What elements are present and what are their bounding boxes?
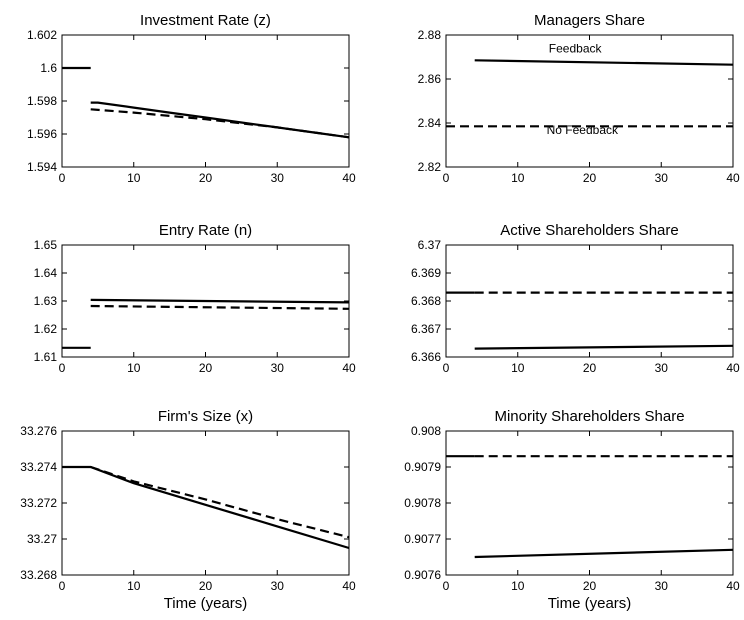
y-tick-label: 1.6 <box>40 61 57 75</box>
x-tick-label: 20 <box>583 361 597 375</box>
y-tick-label: 6.366 <box>411 350 441 364</box>
x-tick-label: 30 <box>271 579 285 593</box>
y-tick-label: 1.594 <box>27 160 57 174</box>
y-tick-label: 1.65 <box>34 238 58 252</box>
x-tick-label: 40 <box>342 361 356 375</box>
solid-series-line <box>446 455 734 559</box>
x-tick-label: 20 <box>583 171 597 185</box>
y-tick-label: 33.268 <box>20 568 57 582</box>
x-tick-label: 40 <box>342 579 356 593</box>
x-tick-label: 0 <box>443 361 450 375</box>
y-tick-label: 0.908 <box>411 424 441 438</box>
x-tick-label: 10 <box>127 579 141 593</box>
chart-title: Active Shareholders Share <box>500 222 678 239</box>
y-tick-label: 0.9076 <box>404 568 441 582</box>
y-tick-label: 6.367 <box>411 322 441 336</box>
x-tick-label: 40 <box>342 171 356 185</box>
y-tick-label: 6.368 <box>411 294 441 308</box>
x-tick-label: 10 <box>511 361 525 375</box>
series-annotation: Feedback <box>549 42 603 56</box>
x-axis-label: Time (years) <box>548 595 632 612</box>
x-tick-label: 0 <box>59 361 66 375</box>
y-tick-label: 0.9077 <box>404 532 441 546</box>
x-tick-label: 20 <box>199 171 213 185</box>
x-tick-label: 40 <box>726 171 740 185</box>
x-tick-label: 10 <box>511 171 525 185</box>
chart-title: Firm's Size (x) <box>158 408 253 425</box>
y-tick-label: 1.598 <box>27 94 57 108</box>
y-tick-label: 0.9079 <box>404 460 441 474</box>
x-tick-label: 30 <box>271 171 285 185</box>
solid-series-line <box>62 298 350 349</box>
y-tick-label: 1.62 <box>34 322 58 336</box>
x-tick-label: 0 <box>443 579 450 593</box>
y-tick-label: 1.602 <box>27 28 57 42</box>
y-tick-label: 33.276 <box>20 424 57 438</box>
x-tick-label: 30 <box>271 361 285 375</box>
plot-frame <box>61 34 350 168</box>
x-tick-label: 30 <box>655 361 669 375</box>
series-segment <box>90 108 350 139</box>
solid-series-line <box>62 465 350 550</box>
y-tick-label: 6.369 <box>411 266 441 280</box>
series-segment <box>474 59 734 66</box>
x-axis-label: Time (years) <box>164 595 248 612</box>
plot-frame <box>445 244 734 358</box>
chart-panel-4: Active Shareholders Share 0 10 20 30 40 6.366 6… <box>411 222 740 375</box>
y-tick-label: 33.274 <box>20 460 57 474</box>
x-tick-label: 30 <box>655 579 669 593</box>
y-tick-label: 33.27 <box>27 532 57 546</box>
chart-title: Entry Rate (n) <box>159 222 252 239</box>
x-tick-label: 0 <box>59 171 66 185</box>
x-tick-label: 10 <box>127 171 141 185</box>
x-tick-label: 10 <box>511 579 525 593</box>
y-tick-label: 2.84 <box>418 116 442 130</box>
chart-panel-5: Firm's Size (x) 0 10 20 30 40 33.268 33.27 33.27… <box>20 408 356 612</box>
chart-title: Managers Share <box>534 12 645 29</box>
y-tick-label: 1.596 <box>27 127 57 141</box>
chart-title: Investment Rate (z) <box>140 12 271 29</box>
solid-series-line <box>446 291 734 350</box>
chart-panel-1: Investment Rate (z) 0 10 20 30 40 1.594 1.596 1.… <box>27 12 356 185</box>
series-segment <box>474 548 734 559</box>
y-tick-label: 1.63 <box>34 294 58 308</box>
y-tick-label: 1.64 <box>34 266 58 280</box>
x-tick-label: 10 <box>127 361 141 375</box>
y-tick-label: 1.61 <box>34 350 58 364</box>
y-tick-label: 33.272 <box>20 496 57 510</box>
x-tick-label: 20 <box>199 579 213 593</box>
x-tick-label: 40 <box>726 361 740 375</box>
y-tick-label: 2.88 <box>418 28 442 42</box>
series-segment <box>90 465 350 539</box>
y-tick-label: 0.9078 <box>404 496 441 510</box>
y-tick-label: 2.86 <box>418 72 442 86</box>
y-tick-label: 6.37 <box>418 238 442 252</box>
series-segment <box>62 465 350 550</box>
chart-panel-3: Entry Rate (n) 0 10 20 30 40 1.61 1.62 1.63 1.64 1… <box>34 222 356 375</box>
solid-series-line <box>474 59 734 66</box>
chart-panel-2: Managers Share 0 10 20 30 40 2.82 2.84 2.86 2.88 F… <box>418 12 740 185</box>
chart-title: Minority Shareholders Share <box>494 408 684 425</box>
series-segment <box>90 298 350 304</box>
series-annotation: No Feedback <box>547 123 619 137</box>
x-tick-label: 0 <box>443 171 450 185</box>
solid-series-line <box>62 66 350 139</box>
y-tick-label: 2.82 <box>418 160 442 174</box>
plot-frame <box>61 430 350 576</box>
series-segment <box>474 344 734 350</box>
x-tick-label: 40 <box>726 579 740 593</box>
x-tick-label: 20 <box>583 579 597 593</box>
x-tick-label: 0 <box>59 579 66 593</box>
x-tick-label: 30 <box>655 171 669 185</box>
series-segment <box>90 304 350 310</box>
dashed-series-line <box>90 108 350 139</box>
x-tick-label: 20 <box>199 361 213 375</box>
dashed-series-line <box>90 304 350 310</box>
chart-panel-6: Minority Shareholders Share 0 10 20 30 40 0.90… <box>404 408 740 612</box>
dashed-series-line <box>90 465 350 539</box>
